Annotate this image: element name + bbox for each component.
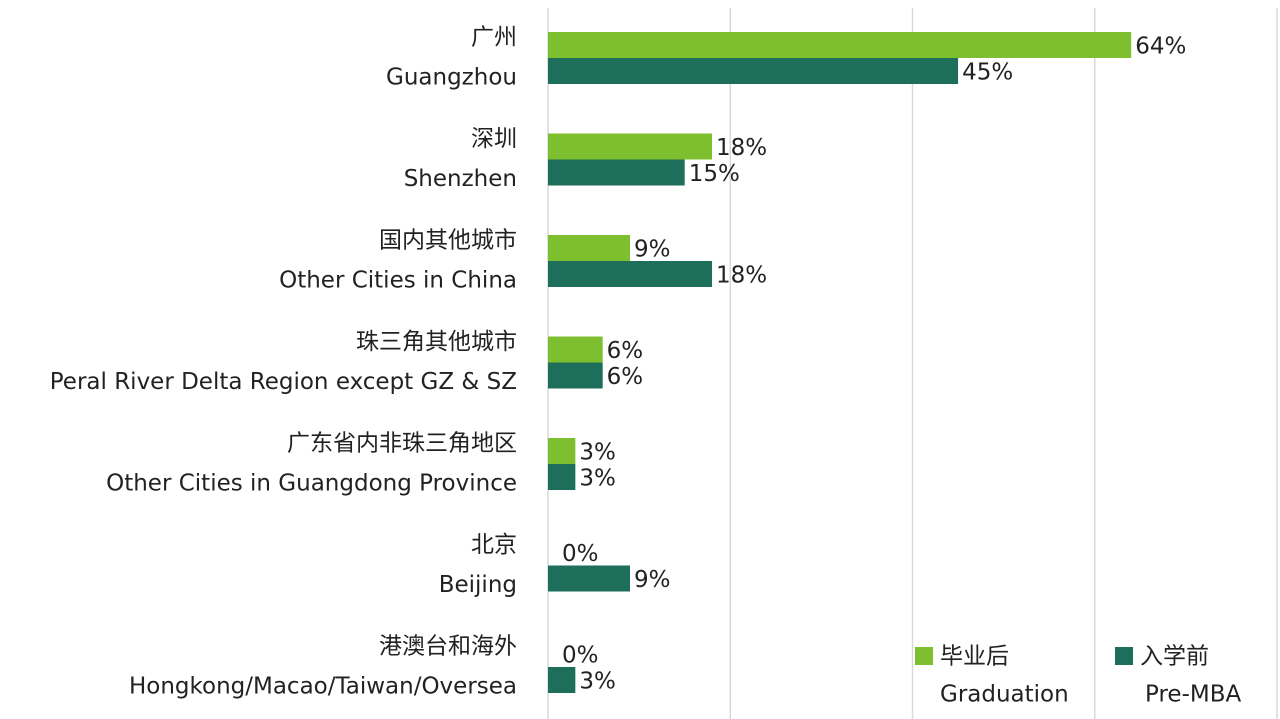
value-label: 3% <box>579 466 616 492</box>
bar <box>548 362 603 389</box>
value-label: 18% <box>716 263 767 289</box>
category-label-zh: 国内其他城市 <box>379 228 517 254</box>
category-label-zh: 珠三角其他城市 <box>356 329 517 355</box>
legend-swatch <box>1115 647 1133 665</box>
bar <box>548 565 631 592</box>
value-label: 3% <box>579 440 616 466</box>
bar <box>548 438 576 464</box>
category-label-zh: 深圳 <box>471 126 517 152</box>
value-label: 15% <box>689 161 740 187</box>
legend-label: Pre-MBA <box>1145 682 1241 708</box>
legend-label: 毕业后 <box>940 644 1009 670</box>
category-label-zh: 广东省内非珠三角地区 <box>287 431 517 457</box>
category-label-en: Shenzhen <box>404 166 517 192</box>
value-label: 6% <box>607 364 644 390</box>
value-label: 9% <box>634 567 671 593</box>
legend-swatch <box>915 647 933 665</box>
bar <box>548 58 959 84</box>
category-label-zh: 港澳台和海外 <box>379 634 517 660</box>
value-label: 9% <box>634 237 671 263</box>
bar <box>548 32 1132 58</box>
category-label-zh: 北京 <box>471 532 517 558</box>
value-label: 0% <box>562 643 599 669</box>
bar <box>548 133 713 160</box>
legend-label: 入学前 <box>1140 644 1209 670</box>
bar <box>548 159 685 186</box>
value-label: 6% <box>607 338 644 364</box>
legend-label: Graduation <box>940 682 1069 708</box>
value-label: 0% <box>562 541 599 567</box>
bar <box>548 261 713 287</box>
category-label-en: Other Cities in Guangdong Province <box>106 471 517 497</box>
category-label-en: Peral River Delta Region except GZ & SZ <box>50 369 517 395</box>
value-label: 18% <box>716 135 767 161</box>
category-label-en: Other Cities in China <box>279 268 517 294</box>
value-label: 64% <box>1135 34 1186 60</box>
bar <box>548 235 631 261</box>
bar <box>548 336 603 363</box>
category-label-en: Hongkong/Macao/Taiwan/Oversea <box>129 674 517 700</box>
value-label: 3% <box>579 669 616 695</box>
bar <box>548 667 576 693</box>
category-label-en: Guangzhou <box>386 65 517 91</box>
bar <box>548 464 576 490</box>
value-label: 45% <box>962 60 1013 86</box>
category-label-zh: 广州 <box>471 25 517 51</box>
category-label-en: Beijing <box>439 572 517 598</box>
